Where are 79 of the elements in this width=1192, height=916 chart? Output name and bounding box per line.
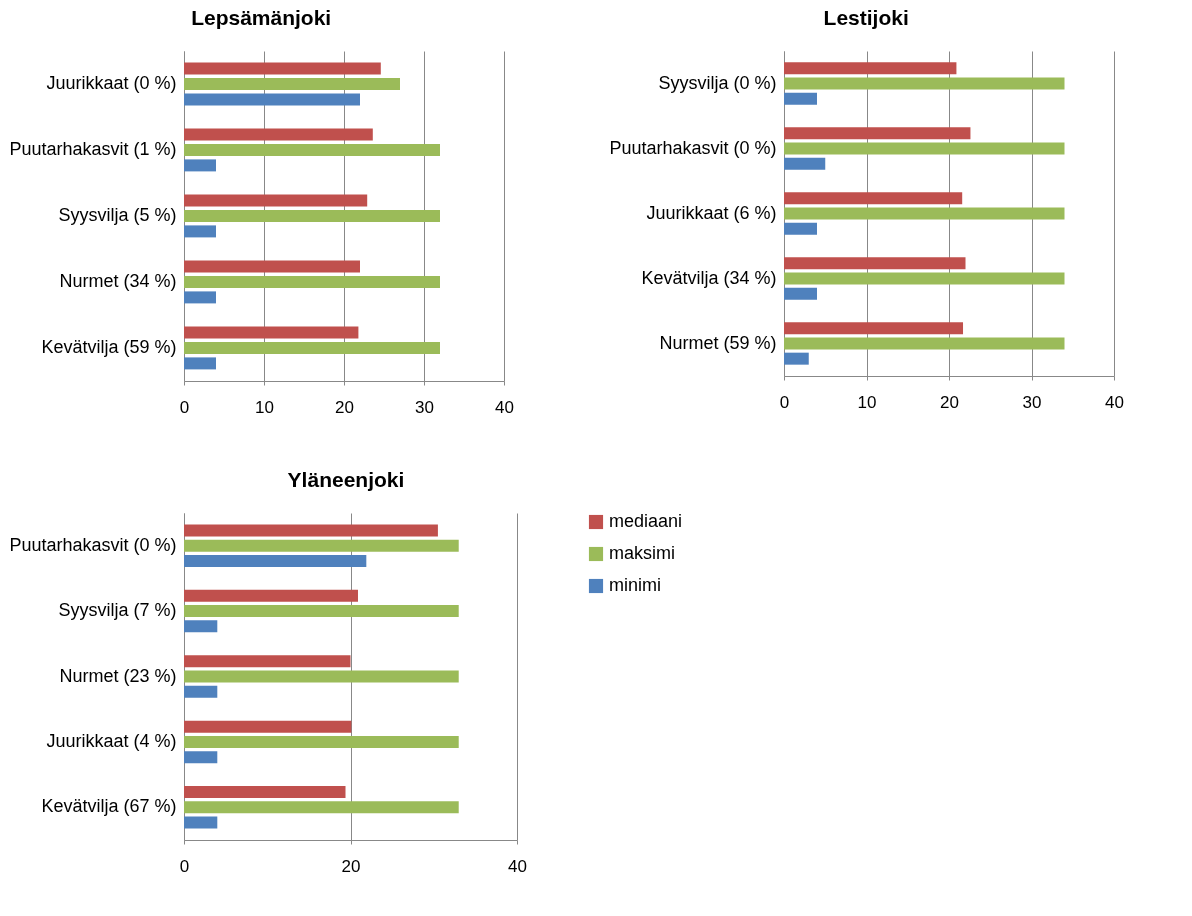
bar: [184, 326, 359, 339]
bar: [184, 786, 346, 799]
bar: [184, 816, 218, 829]
bar: [184, 194, 368, 207]
y-tick-label: Nurmet (34 %): [59, 271, 177, 291]
x-tick-label: 40: [495, 397, 514, 417]
bar: [184, 128, 373, 141]
bar: [784, 192, 963, 205]
chart-title: Yläneenjoki: [287, 468, 405, 491]
bar: [184, 801, 459, 814]
bar: [184, 159, 216, 172]
bar: [184, 260, 360, 273]
legend-label: mediaani: [609, 511, 683, 531]
bar: [184, 720, 352, 733]
bar: [784, 352, 809, 365]
bar: [184, 144, 440, 156]
chart-title: Lepsämänjoki: [191, 6, 332, 29]
x-tick-label: 10: [857, 392, 877, 412]
y-tick-label: Nurmet (59 %): [659, 332, 777, 353]
y-tick-label: Juurikkaat (0 %): [46, 73, 177, 93]
bar: [184, 78, 400, 90]
bar: [184, 342, 440, 354]
bar: [784, 157, 826, 170]
bar: [184, 685, 218, 698]
y-tick-label: Kevätvilja (59 %): [41, 337, 177, 357]
bar: [784, 142, 1065, 155]
x-tick-label: 20: [335, 397, 354, 417]
y-tick-label: Syysvilja (7 %): [58, 600, 177, 621]
bar: [784, 77, 1065, 90]
x-tick-label: 0: [779, 392, 790, 412]
y-tick-label: Juurikkaat (6 %): [646, 202, 777, 223]
bar: [184, 620, 218, 633]
x-tick-label: 10: [255, 397, 274, 417]
bar: [184, 554, 367, 567]
bar: [184, 276, 440, 288]
x-tick-label: 20: [341, 856, 361, 876]
bar: [184, 670, 459, 683]
bar: [184, 589, 358, 602]
bar: [784, 127, 971, 140]
x-tick-label: 40: [508, 856, 527, 876]
y-tick-label: Kevätvilja (34 %): [641, 267, 777, 288]
bar: [184, 291, 216, 304]
y-tick-label: Nurmet (23 %): [59, 665, 177, 686]
bar: [184, 93, 360, 106]
bar: [784, 222, 817, 235]
bar: [184, 225, 216, 238]
x-tick-label: 0: [179, 856, 190, 876]
legend-label: minimi: [609, 575, 661, 595]
bar: [184, 62, 381, 75]
bar: [184, 539, 459, 552]
bar: [784, 62, 957, 75]
x-tick-label: 30: [1022, 392, 1042, 412]
bar: [784, 322, 964, 335]
bar: [784, 287, 817, 300]
bar: [784, 337, 1065, 350]
y-tick-label: Puutarhakasvit (0 %): [9, 534, 177, 555]
y-tick-label: Syysvilja (5 %): [58, 205, 177, 225]
bar: [784, 257, 966, 270]
bar: [184, 605, 459, 618]
bar: [784, 207, 1065, 220]
bar: [784, 272, 1065, 285]
y-tick-label: Puutarhakasvit (1 %): [9, 139, 177, 159]
bar: [184, 524, 438, 537]
y-tick-label: Puutarhakasvit (0 %): [609, 137, 777, 158]
bar: [184, 357, 216, 370]
bar: [184, 655, 351, 668]
y-tick-label: Kevätvilja (67 %): [41, 796, 177, 817]
bar: [184, 210, 440, 222]
y-tick-label: Syysvilja (0 %): [658, 72, 777, 93]
x-tick-label: 20: [940, 392, 959, 412]
y-tick-label: Juurikkaat (4 %): [46, 730, 177, 751]
bar: [184, 751, 218, 764]
chart-title: Lestijoki: [823, 6, 909, 29]
x-tick-label: 0: [179, 397, 190, 417]
bar: [784, 92, 817, 105]
bar: [184, 735, 459, 748]
legend-label: maksimi: [609, 543, 675, 563]
x-tick-label: 40: [1105, 392, 1124, 412]
x-tick-label: 30: [415, 397, 434, 417]
